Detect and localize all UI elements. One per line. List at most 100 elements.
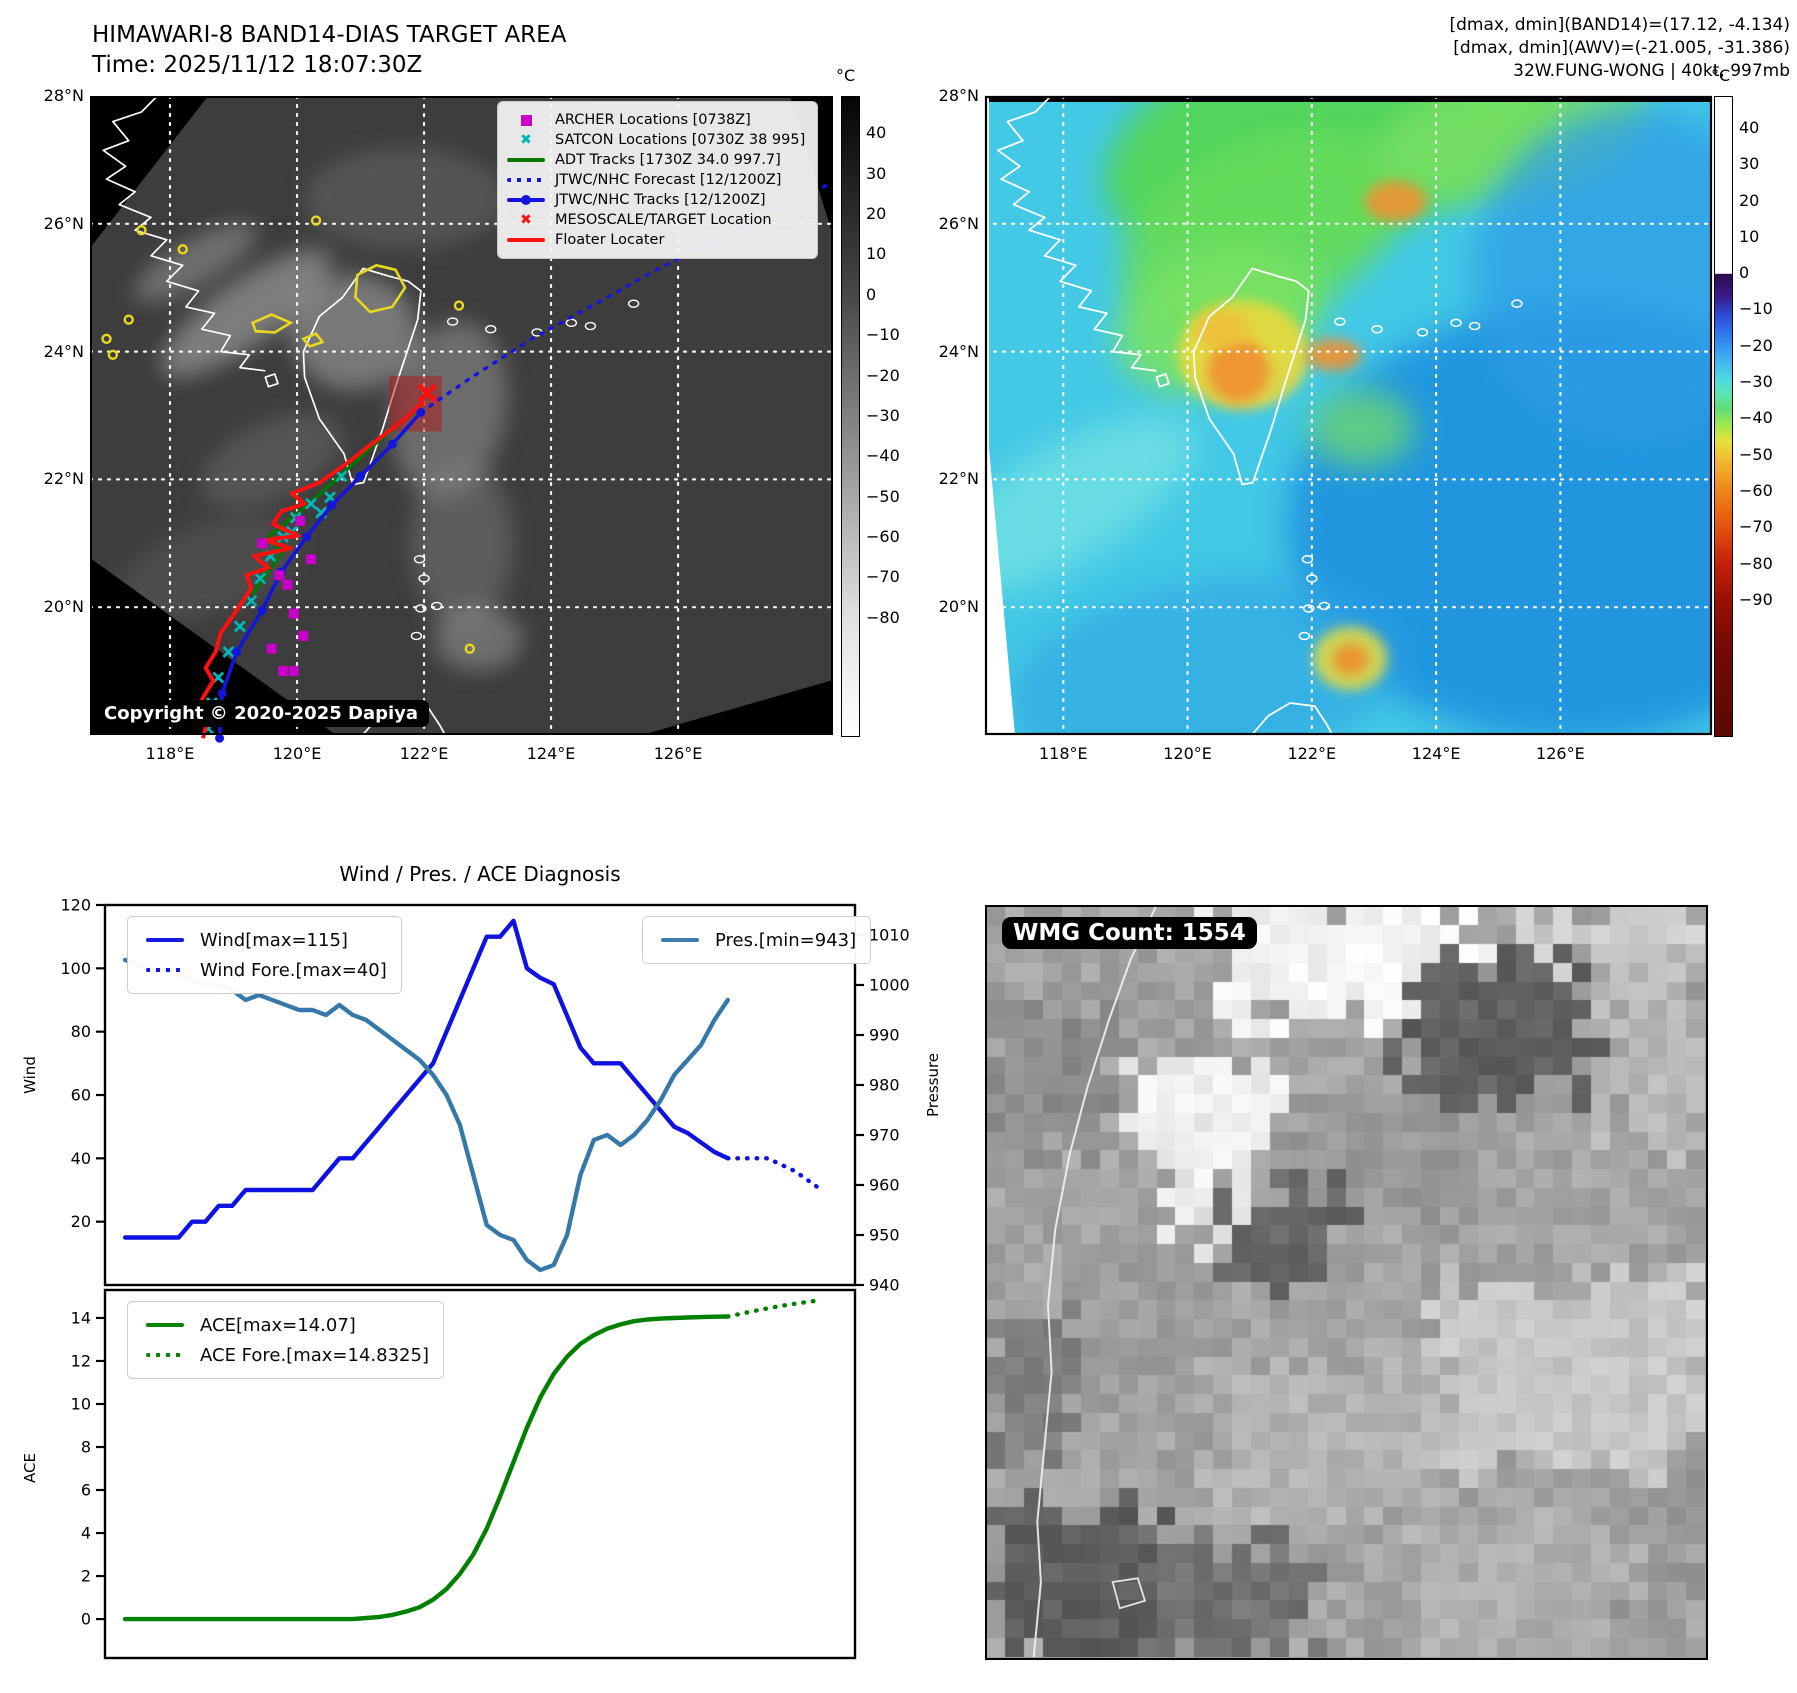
legend-item-label: Wind Fore.[max=40] <box>200 959 387 981</box>
lat-tick-label: 26°N <box>938 213 979 233</box>
lat-tick-label: 28°N <box>43 86 84 105</box>
y2-tick-label: 980 <box>869 1076 900 1095</box>
legend-item: Pres.[min=943] <box>657 925 856 955</box>
lon-tick-label: 118°E <box>145 744 195 763</box>
small-island <box>1318 601 1331 611</box>
jtwc-track-point <box>327 500 337 510</box>
small-island <box>627 299 640 308</box>
timestamp: Time: 2025/11/12 18:07:30Z <box>92 52 423 78</box>
lat-tick-label: 20°N <box>43 597 84 617</box>
awv-colorbar <box>1714 96 1733 737</box>
storm-id-intensity: 32W.FUNG-WONG | 40kt, 997mb <box>1513 61 1790 81</box>
legend-item-label: Pres.[min=943] <box>715 929 857 951</box>
y2-tick-label: 1000 <box>869 976 910 995</box>
colorbar-tick-label: 30 <box>866 163 887 183</box>
satcon-location-mark <box>245 594 258 607</box>
yellow-contour-spot <box>136 224 147 236</box>
taiwan-coastline <box>1192 267 1310 486</box>
small-island <box>1298 631 1311 641</box>
archer-location-mark <box>257 538 268 549</box>
legend-item: JTWC/NHC Tracks [12/1200Z] <box>506 190 805 210</box>
line-with-dot-icon <box>507 194 545 205</box>
archer-location-mark <box>288 666 299 677</box>
y2-tick-label: 940 <box>869 1276 900 1295</box>
dmax-dmin-band14: [dmax, dmin](BAND14)=(17.12, -4.134) <box>1449 15 1790 35</box>
scan-edge-wedge <box>90 558 336 735</box>
legend-item-label: SATCON Locations [0730Z 38 995] <box>555 132 806 148</box>
wind-axis-label: Wind <box>21 1056 39 1094</box>
band14-colorbar-unit: °C <box>836 66 856 85</box>
small-island <box>1450 318 1462 328</box>
line-dot <box>521 194 531 205</box>
lon-tick-label: 122°E <box>399 744 449 763</box>
colorbar-tick-label: 40 <box>866 123 887 143</box>
small-island <box>410 631 423 641</box>
cloud-blob <box>433 607 523 672</box>
colorbar-tick-label: −60 <box>866 527 900 547</box>
lat-tick-label: 24°N <box>938 341 979 361</box>
small-island <box>431 601 443 611</box>
y2-tick-label: 970 <box>869 1126 900 1145</box>
awv-field-blob <box>1286 306 1712 735</box>
series-ace-fore-max- <box>725 1297 824 1319</box>
wind-pressure-ace-charts: 2040608010012094095096097098099010001010… <box>60 896 910 1660</box>
y-tick-label: 4 <box>81 1524 91 1543</box>
square-marker-icon <box>520 114 532 126</box>
legend-item-label: ADT Tracks [1730Z 34.0 997.7] <box>555 152 781 168</box>
satcon-location-mark <box>233 620 246 633</box>
page-title-block: HIMAWARI-8 BAND14-DIAS TARGET AREA Time:… <box>92 20 566 80</box>
yellow-contour-spot <box>453 300 465 311</box>
awv-field-blob <box>1473 108 1712 442</box>
colorbar-tick-label: −70 <box>866 567 900 587</box>
legend-item: ARCHER Locations [0738Z] <box>506 110 805 130</box>
archer-location-mark <box>278 666 289 677</box>
x-marker-icon: ✖ <box>520 132 532 148</box>
lon-tick-label: 126°E <box>1536 744 1585 763</box>
yellow-contour-spot <box>123 314 134 325</box>
awv-field-blob <box>1009 576 1403 735</box>
lon-tick-label: 120°E <box>272 744 322 763</box>
jtwc-track-point <box>232 647 242 657</box>
cloud-blob <box>391 320 508 498</box>
colorbar-tick-label: 10 <box>866 244 887 264</box>
line-icon <box>507 157 545 163</box>
mesoscale-target-mark <box>417 383 437 403</box>
map-border <box>90 96 833 735</box>
legend-item: ADT Tracks [1730Z 34.0 997.7] <box>506 150 805 170</box>
small-island <box>584 321 597 331</box>
colorbar-tick-label: 20 <box>1739 190 1760 210</box>
yellow-contour <box>250 313 294 334</box>
small-island <box>413 555 426 564</box>
wmg-count-badge: WMG Count: 1554 <box>1002 917 1257 949</box>
line-icon <box>146 1322 184 1328</box>
wmg-map-canvas <box>987 907 1705 1657</box>
china-coastline <box>997 95 1157 372</box>
series-wind-max- <box>122 918 730 1240</box>
wmg-coastline <box>1032 906 1157 1658</box>
lon-tick-label: 126°E <box>653 744 703 763</box>
archer-location-mark <box>295 515 306 526</box>
y-tick-label: 8 <box>81 1438 91 1457</box>
small-island <box>1301 555 1314 564</box>
y-tick-label: 0 <box>81 1610 91 1629</box>
archer-location-mark <box>305 554 316 565</box>
colorbar-tick-label: 0 <box>1739 263 1750 283</box>
y2-tick-label: 960 <box>869 1176 900 1195</box>
lat-tick-label: 26°N <box>43 213 84 233</box>
colorbar-tick-label: −40 <box>1739 408 1773 428</box>
scan-edge-wedge <box>642 680 833 735</box>
yellow-contour-spot <box>107 349 119 360</box>
dotted-line-icon <box>507 177 545 183</box>
legend-item-label: ARCHER Locations [0738Z] <box>555 112 751 128</box>
line-icon <box>507 237 545 243</box>
cloud-blob <box>117 515 299 623</box>
series-wind-fore-max- <box>725 1156 824 1193</box>
awv-field-blob <box>1364 180 1427 222</box>
map-border <box>984 95 1713 736</box>
colorbar-tick-label: −50 <box>866 486 900 506</box>
y-tick-label: 80 <box>71 1022 91 1041</box>
yellow-contour <box>354 263 407 314</box>
small-island <box>1468 321 1481 331</box>
awv-colorbar-unit: °C <box>1711 66 1731 85</box>
jtwc-track-point <box>387 439 397 449</box>
